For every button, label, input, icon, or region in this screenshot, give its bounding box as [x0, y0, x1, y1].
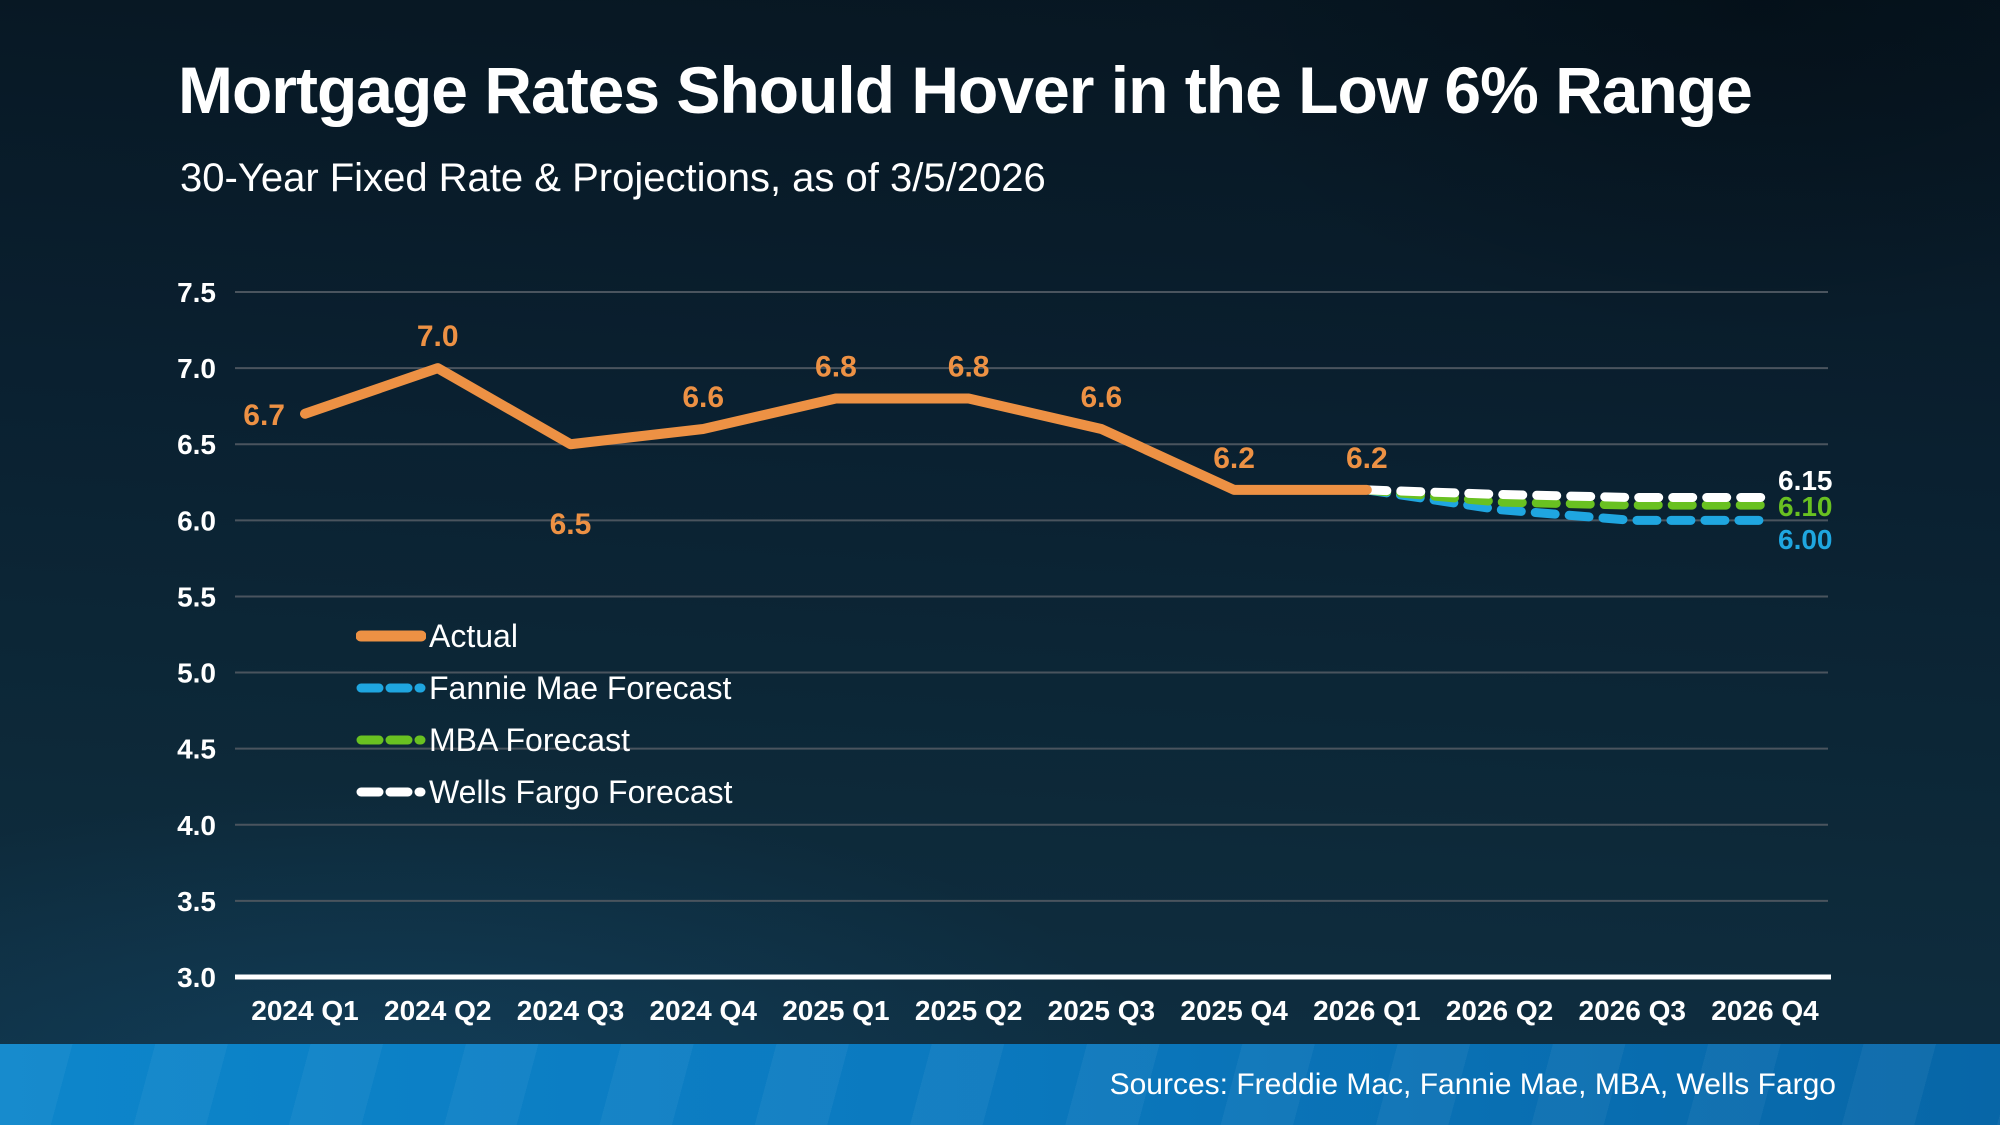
data-label: 6.8 — [948, 351, 990, 384]
y-tick-label: 4.5 — [177, 734, 216, 765]
fannie-mae-dashed-swatch-icon — [356, 683, 426, 693]
y-tick-label: 7.5 — [177, 277, 216, 308]
x-axis-label: 2026 Q4 — [1711, 995, 1819, 1026]
data-label: 6.7 — [243, 399, 285, 432]
y-tick-label: 3.0 — [177, 962, 216, 993]
x-axis-label: 2025 Q4 — [1180, 995, 1288, 1026]
forecast-end-label: 6.00 — [1778, 524, 1833, 555]
actual-line — [300, 363, 1372, 495]
data-label: 7.0 — [417, 320, 459, 353]
data-label: 6.5 — [550, 508, 592, 541]
x-axis-label: 2026 Q2 — [1446, 995, 1553, 1026]
x-axis-label: 2024 Q3 — [517, 995, 624, 1026]
legend-item-wells-fargo-forecast: Wells Fargo Forecast — [356, 766, 733, 818]
forecast-end-label: 6.10 — [1778, 491, 1833, 522]
legend-label-fannie-mae: Fannie Mae Forecast — [429, 669, 732, 706]
x-axis-label: 2026 Q3 — [1579, 995, 1686, 1026]
y-tick-label: 5.5 — [177, 581, 216, 612]
forecast-end-label: 6.15 — [1778, 465, 1833, 496]
x-axis-label: 2024 Q4 — [649, 995, 757, 1026]
legend-label-mba: MBA Forecast — [429, 721, 630, 758]
legend-label-wells-fargo: Wells Fargo Forecast — [429, 773, 733, 810]
page-title: Mortgage Rates Should Hover in the Low 6… — [178, 53, 1753, 127]
data-label: 6.6 — [1081, 381, 1123, 414]
x-axis-label: 2024 Q1 — [251, 995, 358, 1026]
x-axis-label: 2026 Q1 — [1313, 995, 1420, 1026]
x-axis-label: 2025 Q2 — [915, 995, 1022, 1026]
legend-item-actual: Actual — [356, 610, 733, 662]
data-label: 6.6 — [682, 381, 724, 414]
mba-dashed-swatch-icon — [356, 735, 426, 745]
y-tick-label: 6.5 — [177, 429, 216, 460]
data-label: 6.2 — [1213, 442, 1255, 475]
y-tick-label: 6.0 — [177, 505, 216, 536]
legend-label-actual: Actual — [429, 617, 518, 654]
wells-fargo-dashed-swatch-icon — [356, 787, 426, 797]
y-tick-label: 4.0 — [177, 810, 216, 841]
x-axis-label: 2025 Q3 — [1048, 995, 1155, 1026]
data-label: 6.2 — [1346, 442, 1388, 475]
y-tick-label: 5.0 — [177, 658, 216, 689]
x-axis-label: 2024 Q2 — [384, 995, 491, 1026]
legend-item-mba-forecast: MBA Forecast — [356, 714, 733, 766]
y-tick-label: 3.5 — [177, 886, 216, 917]
y-tick-label: 7.0 — [177, 353, 216, 384]
sources-footer-bar: Sources: Freddie Mac, Fannie Mae, MBA, W… — [0, 1044, 2000, 1125]
legend-item-fannie-mae-forecast: Fannie Mae Forecast — [356, 662, 733, 714]
wells-fargo-forecast-line — [1362, 485, 1770, 502]
page-subtitle: 30-Year Fixed Rate & Projections, as of … — [180, 156, 1046, 200]
x-axis-label: 2025 Q1 — [782, 995, 889, 1026]
sources-text: Sources: Freddie Mac, Fannie Mae, MBA, W… — [1109, 1067, 1836, 1101]
data-label: 6.8 — [815, 351, 857, 384]
actual-line-swatch-icon — [356, 630, 426, 642]
chart-legend: Actual Fannie Mae Forecast MBA Forecast … — [356, 610, 733, 818]
